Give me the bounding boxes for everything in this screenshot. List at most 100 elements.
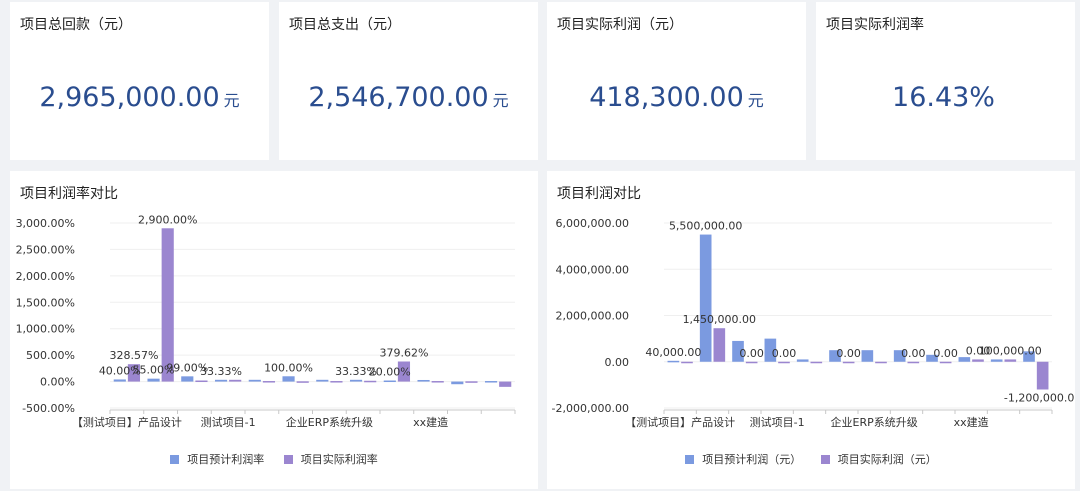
data-label: 0.00 (836, 347, 861, 360)
data-label: 379.62% (379, 347, 428, 360)
legend-item-actual[interactable]: 项目实际利润（元） (820, 451, 937, 467)
legend-label: 项目预计利润（元） (702, 453, 802, 466)
data-label: 2,900.00% (138, 213, 197, 226)
legend-item-planned[interactable]: 项目预计利润率 (170, 451, 264, 467)
bar-actual (195, 380, 208, 383)
kpi-value-wrap: 2,546,700.00 元 (279, 82, 538, 113)
x-tick-label: 企业ERP系统升级 (286, 415, 373, 429)
y-tick-label: 500.00% (26, 349, 75, 362)
bar-actual (875, 361, 887, 364)
bar-planned (214, 379, 228, 382)
bar-actual (431, 381, 444, 383)
profit-chart: -2,000,000.00 0.00 2,000,000.00 4,000,000.0… (552, 217, 1075, 429)
bar-actual (127, 364, 141, 382)
bar-planned (796, 359, 809, 362)
bar-actual (810, 361, 823, 364)
chart-card-profit-rate: 项目利润率对比 -500.00% 0.00% 500.00% 1,000.00% 1,5… (10, 171, 538, 489)
bar-planned (1023, 351, 1035, 362)
x-tick-label: 企业ERP系统升级 (831, 415, 918, 429)
x-tick-label: 测试项目-1 (750, 416, 805, 429)
bar-planned (990, 359, 1003, 362)
x-tick-label: 【测试项目】产品设计 (72, 415, 182, 429)
data-label: 20.00% (369, 366, 411, 379)
bar-planned (248, 379, 261, 382)
kpi-value-wrap: 418,300.00 元 (547, 82, 806, 113)
legend-swatch (170, 454, 180, 464)
kpi-unit: 元 (492, 91, 509, 110)
y-tick-label: -2,000,000.00 (552, 402, 629, 415)
chart-legend: 项目预计利润（元） 项目实际利润（元） (547, 451, 1075, 467)
chart-legend: 项目预计利润率 项目实际利润率 (10, 451, 538, 467)
bar-planned (893, 350, 906, 362)
bar-actual (939, 361, 952, 364)
legend-swatch (283, 454, 293, 464)
kpi-card-actual-profit: 项目实际利润（元） 418,300.00 元 (547, 2, 806, 160)
bar-actual (465, 381, 478, 383)
bar-planned (484, 381, 498, 383)
x-tick-label: 测试项目-1 (201, 416, 256, 429)
bar-planned (764, 338, 777, 362)
bar-actual (713, 328, 726, 362)
bar-planned (829, 350, 841, 362)
data-label: 0.00 (739, 347, 764, 360)
data-label: 1,450,000.00 (683, 313, 756, 326)
data-label: 0.00 (901, 347, 926, 360)
bar-actual (972, 359, 984, 362)
bar-actual (262, 381, 276, 383)
kpi-value: 2,965,000.00 (39, 82, 220, 113)
bar-actual (1004, 359, 1017, 362)
x-tick-label: xx建造 (413, 415, 448, 429)
y-tick-label: 0.00% (40, 376, 75, 389)
legend-item-actual[interactable]: 项目实际利润率 (283, 451, 378, 467)
bar-actual (161, 228, 174, 382)
data-label: 0.00 (772, 347, 797, 360)
kpi-title: 项目实际利润（元） (557, 17, 683, 33)
bar-actual (1036, 361, 1049, 390)
kpi-card-total-received: 项目总回款（元） 2,965,000.00 元 (10, 2, 269, 160)
y-tick-label: 4,000,000.00 (556, 263, 629, 276)
kpi-title: 项目实际利润率 (826, 17, 924, 33)
bar-planned (861, 350, 874, 362)
kpi-title: 项目总支出（元） (289, 17, 401, 33)
y-tick-label: 1,000.00% (16, 323, 75, 336)
y-tick-label: 0.00 (605, 356, 630, 369)
data-label: -1,200,000.00 (1004, 392, 1075, 405)
bar-actual (681, 361, 693, 364)
bar-planned (417, 379, 430, 382)
kpi-value-wrap: 16.43% (816, 82, 1075, 113)
bar-actual (397, 361, 411, 382)
legend-label: 项目实际利润率 (300, 453, 378, 466)
legend-swatch (820, 454, 830, 464)
bar-planned (732, 340, 744, 362)
bar-planned (926, 354, 938, 362)
data-label: 55.00% (133, 364, 175, 377)
data-label: 100,000.00 (979, 344, 1042, 357)
bar-planned (958, 357, 971, 362)
x-tick-label: 【测试项目】产品设计 (625, 415, 735, 429)
bar-planned (113, 379, 126, 382)
bar-planned (349, 379, 363, 382)
chart-card-profit: 项目利润对比 -2,000,000.00 0.00 2,000,000.00 4,00… (547, 171, 1075, 489)
bar-planned (699, 234, 712, 362)
bar-planned (316, 379, 329, 382)
data-label: 40.00% (99, 364, 141, 377)
legend-swatch (685, 454, 695, 464)
x-tick-label: xx建造 (954, 415, 989, 429)
data-label: 99.00% (166, 361, 208, 374)
kpi-value: 2,546,700.00 (308, 82, 489, 113)
y-tick-label: 2,000.00% (16, 270, 75, 283)
kpi-value: 418,300.00 (589, 82, 744, 113)
data-label: 100.00% (264, 361, 313, 374)
data-label: 0.00 (933, 347, 958, 360)
bar-actual (842, 361, 855, 364)
legend-item-planned[interactable]: 项目预计利润（元） (685, 451, 801, 467)
bar-actual (296, 381, 309, 383)
y-tick-label: 2,000,000.00 (556, 310, 629, 323)
chart-title: 项目利润率对比 (20, 186, 118, 202)
bar-planned (667, 360, 680, 363)
data-label: 0.00 (966, 344, 991, 357)
data-label: 40,000.00 (645, 346, 701, 359)
y-tick-label: -500.00% (22, 402, 75, 415)
legend-label: 项目实际利润（元） (837, 453, 937, 466)
bar-actual (499, 381, 512, 387)
